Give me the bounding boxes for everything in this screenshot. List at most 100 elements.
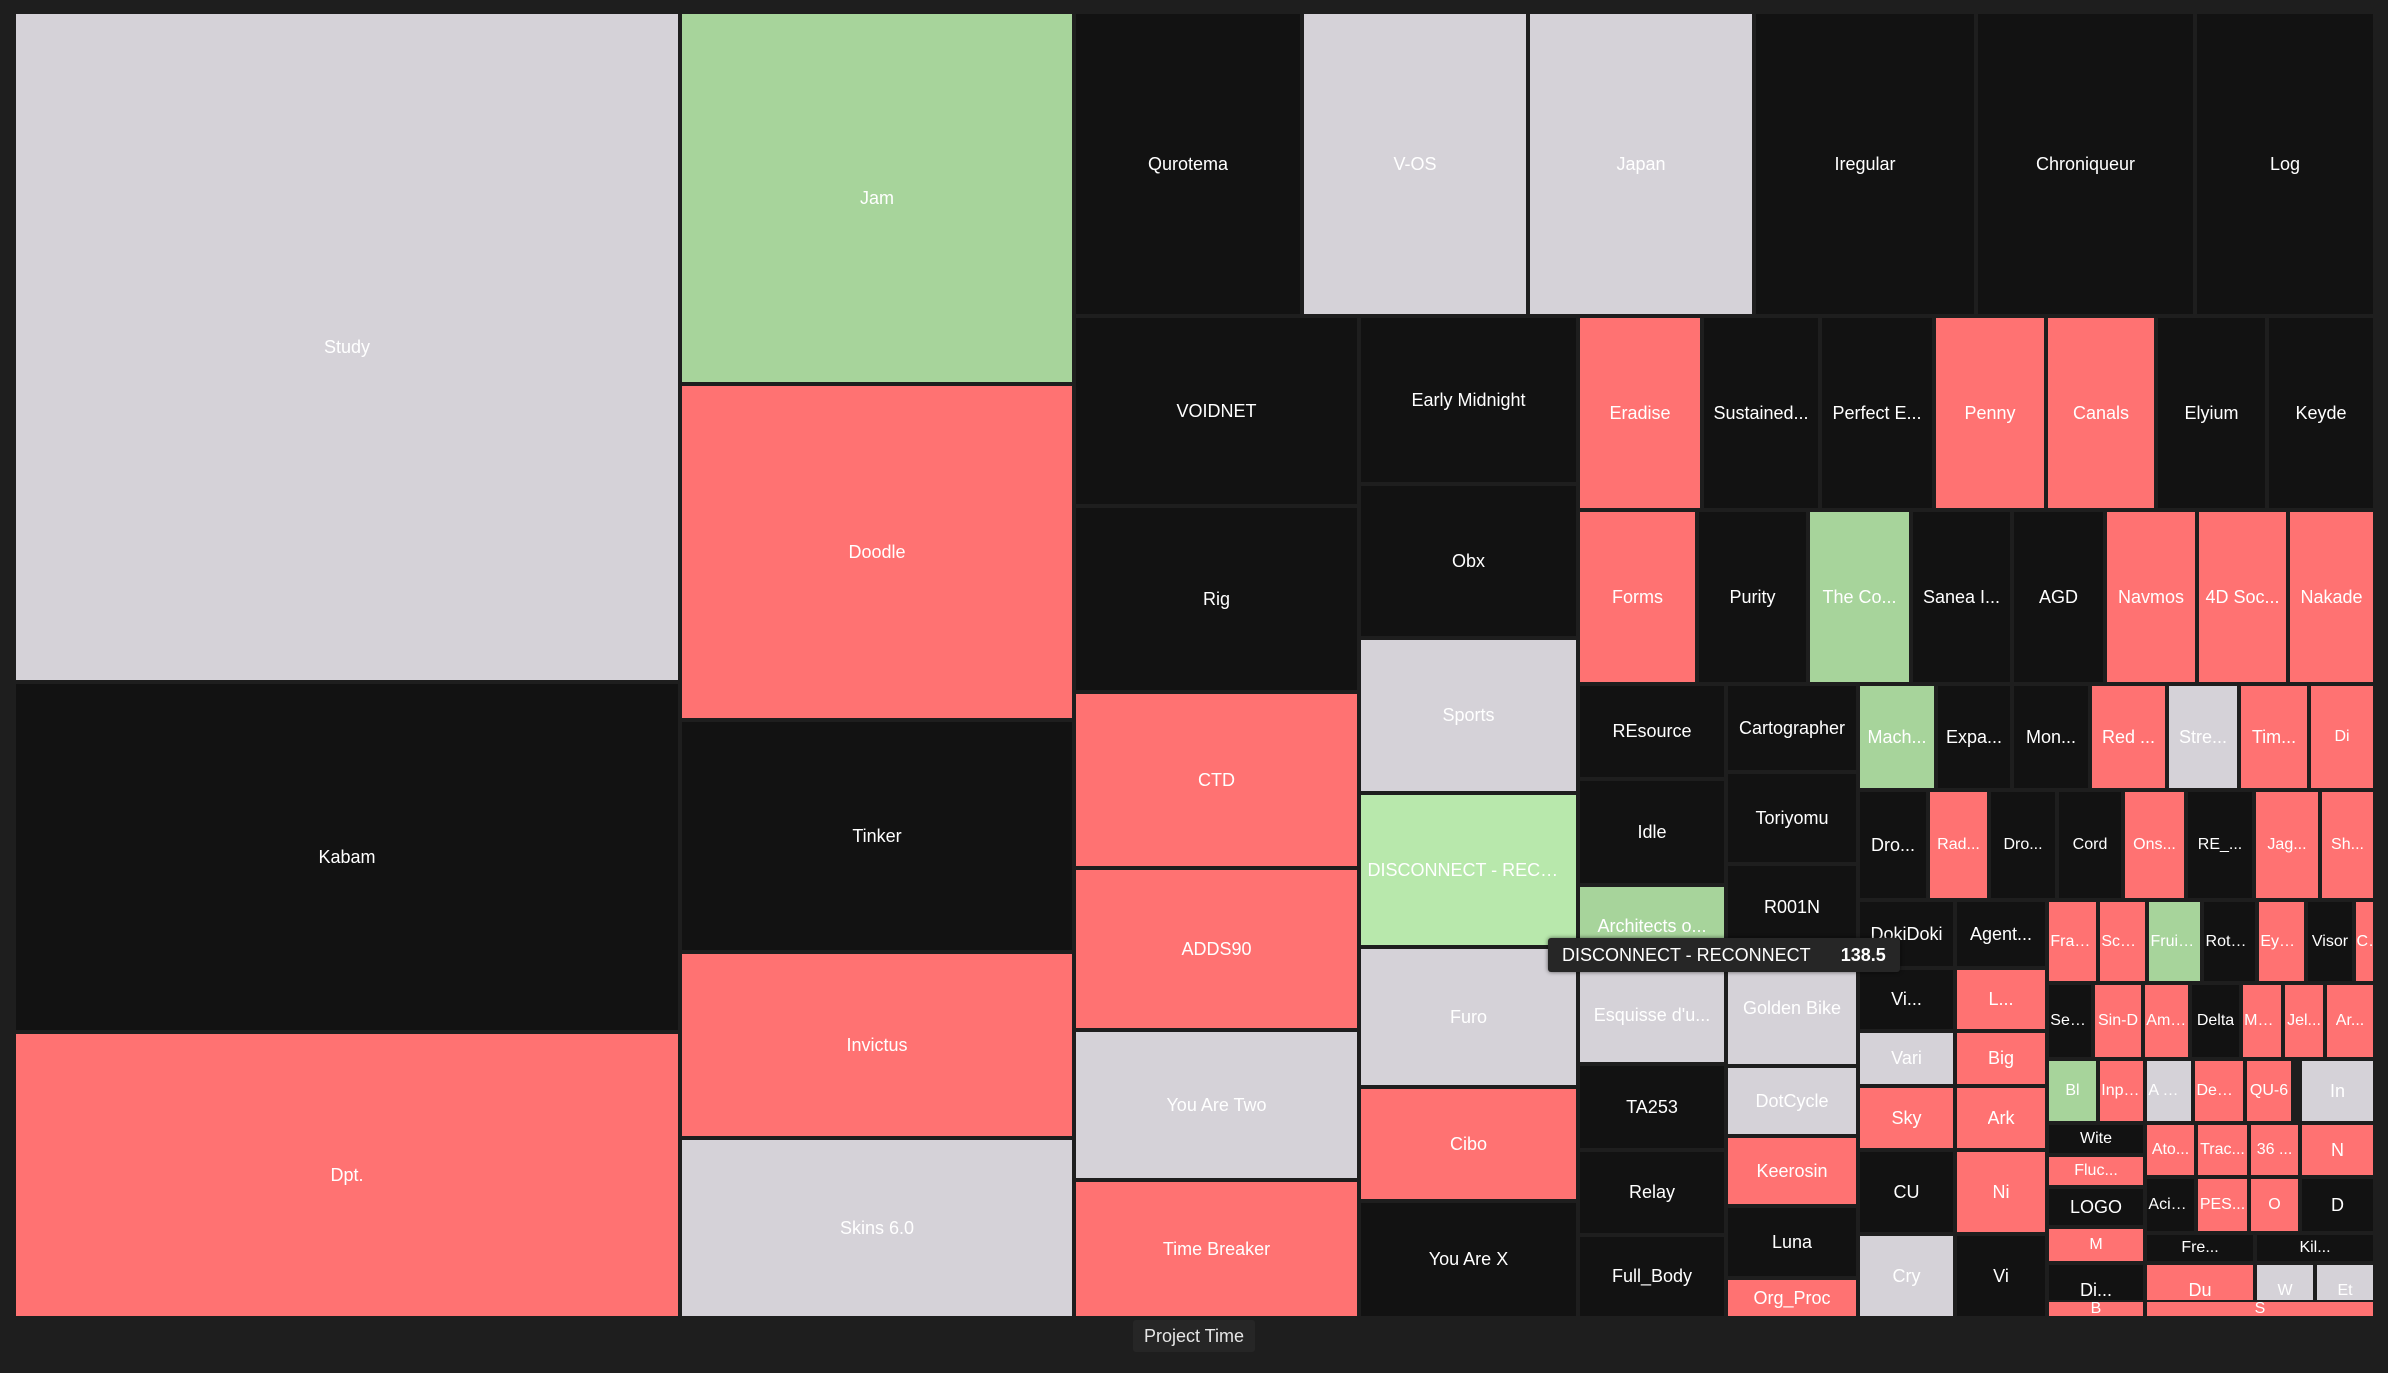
treemap-cell[interactable]: Sky [1858,1086,1955,1150]
treemap-cell[interactable]: Wite [2047,1123,2145,1155]
treemap-cell[interactable]: PES... [2196,1177,2249,1233]
treemap-cell[interactable]: AGD [2012,510,2105,684]
treemap-cell[interactable]: Log [2195,12,2375,316]
treemap-cell[interactable]: Elyium [2156,316,2267,510]
treemap-cell[interactable]: Jel... [2283,983,2325,1059]
treemap-cell[interactable]: Mach... [1858,684,1936,790]
treemap-cell[interactable]: Skins 6.0 [680,1138,1074,1318]
treemap-cell[interactable]: V-OS [1302,12,1528,316]
treemap-cell[interactable]: S [2145,1300,2375,1318]
treemap-cell[interactable]: Esquisse d'u... [1578,967,1726,1064]
treemap-cell[interactable]: Cord [2057,790,2123,900]
treemap-cell[interactable]: Relay [1578,1150,1726,1235]
treemap-cell[interactable]: Cry [1858,1234,1955,1318]
treemap-cell[interactable]: Sustained... [1702,316,1820,510]
treemap-cell[interactable]: Sanea I... [1911,510,2012,684]
treemap-cell[interactable]: Vi [1955,1234,2047,1318]
treemap-cell[interactable]: Qurotema [1074,12,1302,316]
treemap-cell[interactable]: Time Breaker [1074,1180,1359,1318]
treemap-cell[interactable]: Bl [2047,1059,2098,1123]
treemap-cell[interactable]: Ato... [2145,1123,2196,1177]
treemap-cell[interactable]: Purity [1697,510,1808,684]
treemap-cell[interactable]: Study [14,12,680,682]
treemap-cell[interactable]: TA253 [1578,1064,1726,1150]
treemap-cell[interactable]: Keerosin [1726,1136,1858,1206]
treemap-cell[interactable]: Stre... [2167,684,2239,790]
treemap-cell[interactable]: 36 ... [2249,1123,2300,1177]
treemap-cell[interactable]: Seven [2047,983,2093,1059]
treemap-cell[interactable]: Red ... [2090,684,2167,790]
treemap-cell[interactable]: Canals [2046,316,2156,510]
treemap-cell[interactable]: Moré [2241,983,2283,1059]
treemap-cell[interactable]: Acid ... [2145,1177,2196,1233]
treemap-cell[interactable]: O [2249,1177,2300,1233]
treemap-cell[interactable]: Perfect E... [1820,316,1934,510]
treemap-cell[interactable]: 4D Soc... [2197,510,2288,684]
treemap-cell[interactable]: Vari [1858,1031,1955,1086]
treemap-cell[interactable]: Toriyomu [1726,772,1858,864]
treemap-cell[interactable]: Jam [680,12,1074,384]
treemap-cell[interactable]: RE_... [2186,790,2254,900]
treemap-cell[interactable]: Navmos [2105,510,2197,684]
treemap-cell[interactable]: QU-6 [2245,1059,2293,1123]
treemap-cell[interactable]: Fluc... [2047,1155,2145,1187]
treemap-cell[interactable]: Luna [1726,1206,1858,1278]
treemap-cell[interactable]: A Dr... [2145,1059,2193,1123]
treemap-cell[interactable]: Rig [1074,506,1359,692]
treemap-cell[interactable]: VOIDNET [1074,316,1359,506]
treemap-cell[interactable]: Fruits ... [2147,900,2202,983]
treemap-cell[interactable]: Full_Body [1578,1235,1726,1318]
treemap-cell[interactable]: Expa... [1936,684,2012,790]
treemap-cell[interactable]: Idle [1578,779,1726,885]
treemap-cell[interactable]: Iregular [1754,12,1976,316]
treemap-cell[interactable]: Eyebat [2257,900,2306,983]
treemap-cell[interactable]: L... [1955,968,2047,1031]
treemap-cell[interactable]: Kil... [2255,1233,2375,1263]
treemap-cell[interactable]: Big [1955,1031,2047,1086]
treemap-cell[interactable]: CTD [1074,692,1359,868]
treemap-cell[interactable]: Sports [1359,638,1578,793]
treemap-cell[interactable]: Org_Proc [1726,1278,1858,1318]
treemap-cell[interactable]: Di [2309,684,2375,790]
treemap-cell[interactable]: Ni [1955,1150,2047,1234]
treemap-cell[interactable]: Cibo [1359,1087,1578,1201]
treemap-cell[interactable]: Dpt. [14,1032,680,1318]
treemap-cell[interactable]: Visor [2306,900,2354,983]
treemap-cell[interactable]: In [2300,1059,2375,1123]
treemap-cell[interactable]: Nakade [2288,510,2375,684]
treemap-cell[interactable]: Chimera [2354,900,2375,983]
treemap-cell[interactable]: Fre... [2145,1233,2255,1263]
treemap-cell[interactable]: Mon... [2012,684,2090,790]
treemap-cell[interactable]: Vi... [1858,968,1955,1031]
treemap-cell[interactable]: Rad... [1928,790,1989,900]
treemap-cell[interactable]: Ons... [2123,790,2186,900]
treemap-cell[interactable]: Jag... [2254,790,2320,900]
treemap-cell[interactable]: D [2300,1177,2375,1233]
treemap-cell[interactable]: Invictus [680,952,1074,1138]
treemap-cell[interactable]: Keyde [2267,316,2375,510]
treemap-cell[interactable]: Sh... [2320,790,2375,900]
treemap-cell[interactable]: ScanDi... [2098,900,2147,983]
treemap-cell[interactable]: Delta [2190,983,2241,1059]
treemap-cell[interactable]: The Co... [1808,510,1911,684]
treemap-cell[interactable]: Amis ... [2143,983,2190,1059]
treemap-cell[interactable]: You Are X [1359,1201,1578,1318]
treemap-cell[interactable]: Doodle [680,384,1074,720]
treemap-cell[interactable]: M [2047,1227,2145,1263]
treemap-cell[interactable]: ADDS90 [1074,868,1359,1030]
treemap-cell[interactable]: Trac... [2196,1123,2249,1177]
treemap-cell[interactable]: DISCONNECT - RECON... [1359,793,1578,947]
treemap-cell[interactable]: Eradise [1578,316,1702,510]
treemap-cell[interactable]: R001N [1726,864,1858,950]
treemap-cell[interactable]: Dent... [2193,1059,2245,1123]
treemap-cell[interactable]: Fracas [2047,900,2098,983]
treemap-cell[interactable]: Agent... [1955,900,2047,968]
treemap-cell[interactable]: DotCycle [1726,1066,1858,1136]
treemap-cell[interactable]: N [2300,1123,2375,1177]
treemap-cell[interactable]: Chroniqueur [1976,12,2195,316]
treemap-cell[interactable]: B [2047,1300,2145,1318]
treemap-cell[interactable]: Tim... [2239,684,2309,790]
treemap-cell[interactable]: Japan [1528,12,1754,316]
treemap-cell[interactable]: CU [1858,1150,1955,1234]
treemap-cell[interactable]: Penny [1934,316,2046,510]
